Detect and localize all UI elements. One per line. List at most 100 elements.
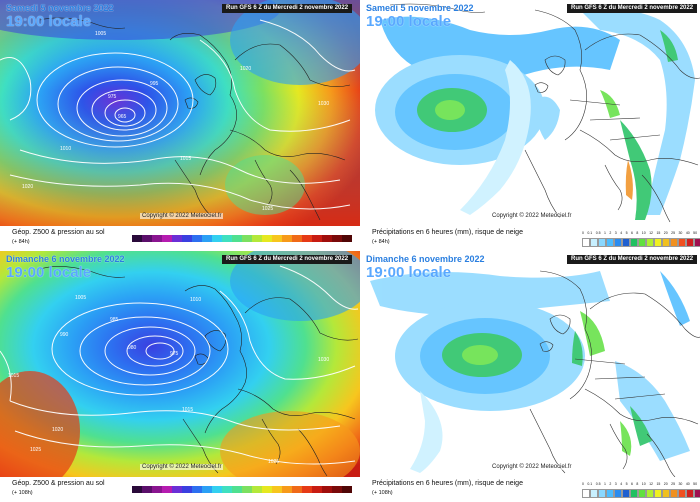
scale-label: 0: [582, 482, 584, 486]
scale-swatch: [582, 238, 590, 247]
scale-swatch: [262, 235, 272, 242]
scale-swatch: [322, 486, 332, 493]
svg-text:985: 985: [110, 317, 119, 323]
scale-label: 20: [663, 231, 668, 235]
scale-label: 30: [678, 482, 683, 486]
scale-swatch: [662, 238, 670, 247]
forecast-hours: (+ 84h): [372, 239, 390, 245]
scale-swatch: [598, 238, 606, 247]
scale-label: 40: [685, 482, 690, 486]
scale-swatch: [232, 235, 242, 242]
scale-label: 10: [641, 482, 646, 486]
scale-swatch: [686, 489, 694, 498]
forecast-hours: (+ 108h): [12, 490, 33, 496]
precip-panel-top: Samedi 5 novembre 2022 19:00 locale Run …: [360, 0, 700, 251]
scale-swatch: [646, 489, 654, 498]
svg-text:980: 980: [128, 345, 137, 351]
scale-swatch: [582, 489, 590, 498]
scale-label: 5: [625, 482, 628, 486]
scale-label: 12: [649, 231, 653, 235]
scale-label: 0.5: [595, 482, 601, 486]
scale-label: 6: [630, 231, 633, 235]
color-scale: [582, 489, 700, 498]
scale-swatch: [202, 235, 212, 242]
map-time: 19:00 locale: [366, 264, 452, 281]
scale-swatch: [272, 486, 282, 493]
scale-swatch: [606, 489, 614, 498]
scale-swatch: [252, 235, 262, 242]
scale-swatch: [598, 489, 606, 498]
scale-label: 10: [641, 231, 646, 235]
scale-swatch: [152, 486, 162, 493]
scale-swatch: [242, 486, 252, 493]
legend-title: Géop. Z500 & pression au sol: [12, 480, 105, 487]
copyright: Copyright © 2022 Meteociel.fr: [140, 464, 224, 470]
scale-swatch: [646, 238, 654, 247]
scale-swatch: [678, 238, 686, 247]
scale-label: 15: [656, 231, 661, 235]
geop-map: 975 980 985 1005 990 1010 1015 1020 1025…: [0, 251, 360, 477]
scale-swatch: [332, 486, 342, 493]
scale-label: 25: [671, 482, 676, 486]
scale-swatch: [172, 235, 182, 242]
svg-text:1015: 1015: [180, 156, 191, 162]
scale-swatch: [686, 238, 694, 247]
scale-label: 0.1: [587, 231, 593, 235]
scale-swatch: [678, 489, 686, 498]
precip-panel-bottom: Dimanche 6 novembre 2022 19:00 locale Ru…: [360, 251, 700, 502]
scale-label: 6: [630, 482, 633, 486]
scale-swatch: [606, 238, 614, 247]
scale-label: 30: [678, 231, 683, 235]
scale-label: 0.5: [595, 231, 601, 235]
scale-swatch: [342, 235, 352, 242]
scale-swatch: [614, 489, 622, 498]
color-scale: [132, 486, 352, 493]
svg-text:1030: 1030: [318, 357, 329, 363]
scale-label: 50: [693, 482, 698, 486]
scale-label: 4: [620, 231, 623, 235]
svg-text:965: 965: [118, 114, 127, 120]
scale-swatch: [252, 486, 262, 493]
scale-label: 25: [671, 231, 676, 235]
svg-text:1020: 1020: [52, 427, 63, 433]
svg-text:1025: 1025: [268, 459, 279, 465]
scale-label: 5: [625, 231, 628, 235]
precip-map: Samedi 5 novembre 2022 19:00 locale Run …: [360, 0, 700, 226]
scale-label: 8: [636, 482, 639, 486]
scale-swatch: [202, 486, 212, 493]
scale-swatch: [638, 489, 646, 498]
scale-label: 1: [604, 482, 606, 486]
run-info: Run GFS 6 Z du Mercredi 2 novembre 2022: [567, 255, 698, 264]
scale-swatch: [212, 486, 222, 493]
scale-swatch: [132, 486, 142, 493]
scale-swatch: [654, 238, 662, 247]
scale-swatch: [172, 486, 182, 493]
svg-text:995: 995: [150, 81, 159, 87]
geop-panel-bottom: 975 980 985 1005 990 1010 1015 1020 1025…: [0, 251, 360, 502]
scale-swatch: [282, 486, 292, 493]
svg-text:1020: 1020: [22, 184, 33, 190]
run-info: Run GFS 6 Z du Mercredi 2 novembre 2022: [222, 4, 353, 13]
scale-label: 0: [582, 231, 584, 235]
scale-swatch: [232, 486, 242, 493]
map-footer: Géop. Z500 & pression au sol (+ 108h): [0, 477, 360, 502]
run-info: Run GFS 6 Z du Mercredi 2 novembre 2022: [222, 255, 353, 264]
scale-swatch: [222, 486, 232, 493]
scale-swatch: [332, 235, 342, 242]
map-date: Samedi 5 novembre 2022: [6, 3, 114, 13]
scale-swatch: [292, 235, 302, 242]
precip-map: Dimanche 6 novembre 2022 19:00 locale Ru…: [360, 251, 700, 477]
map-time: 19:00 locale: [6, 13, 92, 30]
scale-swatch: [590, 489, 598, 498]
svg-text:1015: 1015: [182, 407, 193, 413]
scale-swatch: [638, 238, 646, 247]
scale-swatch: [142, 235, 152, 242]
map-footer: Géop. Z500 & pression au sol (+ 84h): [0, 226, 360, 251]
scale-label: 15: [656, 482, 661, 486]
copyright: Copyright © 2022 Meteociel.fr: [490, 464, 574, 470]
scale-swatch: [342, 486, 352, 493]
svg-text:1025: 1025: [262, 206, 273, 212]
svg-text:1015: 1015: [8, 373, 19, 379]
scale-swatch: [132, 235, 142, 242]
svg-text:990: 990: [60, 332, 69, 338]
